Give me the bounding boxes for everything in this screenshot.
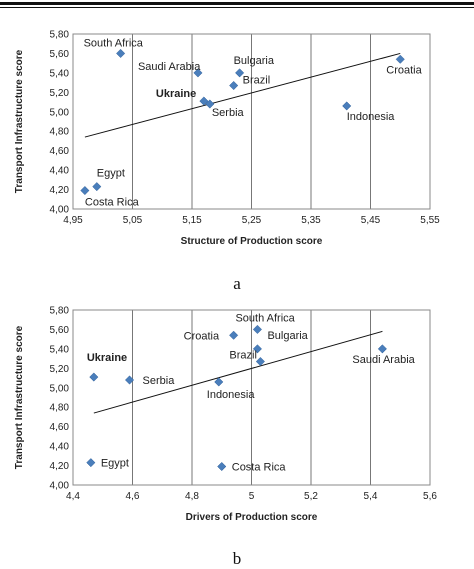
point-label-egypt: Egypt: [97, 168, 125, 180]
data-point-brazil: [255, 356, 265, 367]
point-label-brazil: Brazil: [243, 75, 271, 87]
y-tick-label: 4,40: [50, 442, 70, 453]
y-tick-label: 5,80: [50, 306, 70, 317]
x-tick-label: 5,4: [364, 491, 378, 502]
data-point-costa-rica: [80, 185, 90, 196]
y-tick-label: 4,60: [50, 422, 70, 433]
point-label-indonesia: Indonesia: [347, 111, 396, 123]
y-tick-label: 4,40: [50, 166, 70, 177]
y-tick-label: 5,80: [50, 30, 70, 41]
x-tick-label: 5,05: [123, 215, 143, 226]
point-label-serbia: Serbia: [212, 107, 245, 119]
y-tick-label: 4,80: [50, 403, 70, 414]
y-tick-label: 4,00: [50, 481, 70, 492]
data-point-egypt: [92, 182, 102, 192]
trendline: [93, 330, 383, 414]
point-label-brazil: Brazil: [229, 350, 257, 362]
x-axis-title: Structure of Production score: [181, 236, 323, 247]
y-tick-label: 4,60: [50, 146, 70, 157]
header-thick-line: [0, 2, 474, 5]
x-tick-label: 5,6: [423, 491, 437, 502]
data-point-indonesia: [214, 377, 224, 387]
x-axis-title: Drivers of Production score: [186, 512, 318, 523]
x-tick-label: 5,15: [182, 215, 202, 226]
chart-b-caption: b: [232, 549, 242, 568]
plot-frame: [72, 309, 431, 486]
data-point-croatia: [395, 54, 405, 64]
point-label-south-africa: South Africa: [235, 312, 295, 324]
y-tick-label: 5,20: [50, 364, 70, 375]
y-tick-label: 5,20: [50, 88, 70, 99]
y-tick-label: 5,40: [50, 344, 70, 355]
x-tick-label: 5,45: [361, 215, 381, 226]
point-label-bulgaria: Bulgaria: [234, 55, 275, 67]
data-point-ukraine: [89, 372, 99, 382]
x-tick-label: 5,35: [301, 215, 321, 226]
y-tick-label: 5,60: [50, 325, 70, 336]
x-tick-label: 5: [249, 491, 255, 502]
point-label-bulgaria: Bulgaria: [267, 330, 308, 342]
data-point-saudi-arabia: [377, 344, 387, 354]
point-label-croatia: Croatia: [184, 330, 220, 342]
x-tick-label: 4,8: [185, 491, 199, 502]
point-label-ukraine: Ukraine: [87, 352, 127, 364]
y-tick-label: 4,20: [50, 461, 70, 472]
point-label-costa-rica: Costa Rica: [85, 197, 140, 209]
data-point-ukraine: [199, 96, 209, 106]
point-label-south-africa: South Africa: [84, 37, 144, 49]
point-label-saudi-arabia: Saudi Arabia: [138, 61, 201, 73]
y-tick-label: 4,00: [50, 205, 70, 216]
data-point-south-africa: [252, 324, 263, 334]
data-point-costa-rica: [217, 461, 227, 472]
chart-a-caption: a: [233, 274, 241, 293]
x-tick-label: 4,6: [126, 491, 140, 502]
data-point-brazil: [229, 80, 239, 91]
data-point-bulgaria: [235, 68, 245, 78]
scatter-chart-b: 4,4 4,6 4,8 5 5,2 5,4 5,6 4,00 4,20 4,40 4,60 4,80 5…: [14, 306, 437, 524]
y-tick-label: 4,20: [50, 185, 70, 196]
x-tick-label: 4,95: [63, 215, 83, 226]
x-tick-label: 5,2: [304, 491, 318, 502]
data-point-indonesia: [342, 101, 352, 111]
y-tick-label: 5,00: [50, 383, 70, 394]
page-header-rule: [0, 0, 474, 14]
y-tick-label: 5,40: [50, 68, 70, 79]
trendline: [84, 52, 401, 138]
scatter-chart-a: 4,95 5,05 5,15 5,25 5,35 5,45 5,55 4,00 4,20 4,40…: [14, 30, 440, 248]
y-axis-title: Transport Infrastructure score: [14, 325, 25, 469]
x-tick-label: 5,55: [420, 215, 440, 226]
y-tick-label: 4,80: [50, 127, 70, 138]
data-point-serbia: [124, 375, 135, 385]
data-point-south-africa: [116, 48, 126, 58]
data-point-saudi-arabia: [193, 68, 203, 78]
y-tick-label: 5,60: [50, 49, 70, 60]
y-axis-title: Transport Infrastructure score: [14, 49, 25, 193]
x-tick-label: 4,4: [66, 491, 80, 502]
y-tick-label: 5,00: [50, 107, 70, 118]
data-point-egypt: [86, 458, 96, 468]
point-label-ukraine: Ukraine: [156, 88, 196, 100]
point-label-croatia: Croatia: [386, 64, 422, 76]
plot-frame: [72, 33, 431, 210]
point-label-costa-rica: Costa Rica: [232, 462, 287, 474]
header-thin-line: [0, 7, 474, 8]
point-label-indonesia: Indonesia: [207, 389, 256, 401]
point-label-egypt: Egypt: [101, 458, 129, 470]
data-point-croatia: [229, 330, 239, 340]
data-point-bulgaria: [252, 344, 263, 354]
point-label-serbia: Serbia: [143, 375, 176, 387]
data-point-serbia: [205, 99, 215, 109]
point-label-saudi-arabia: Saudi Arabia: [352, 354, 415, 366]
x-tick-label: 5,25: [242, 215, 262, 226]
